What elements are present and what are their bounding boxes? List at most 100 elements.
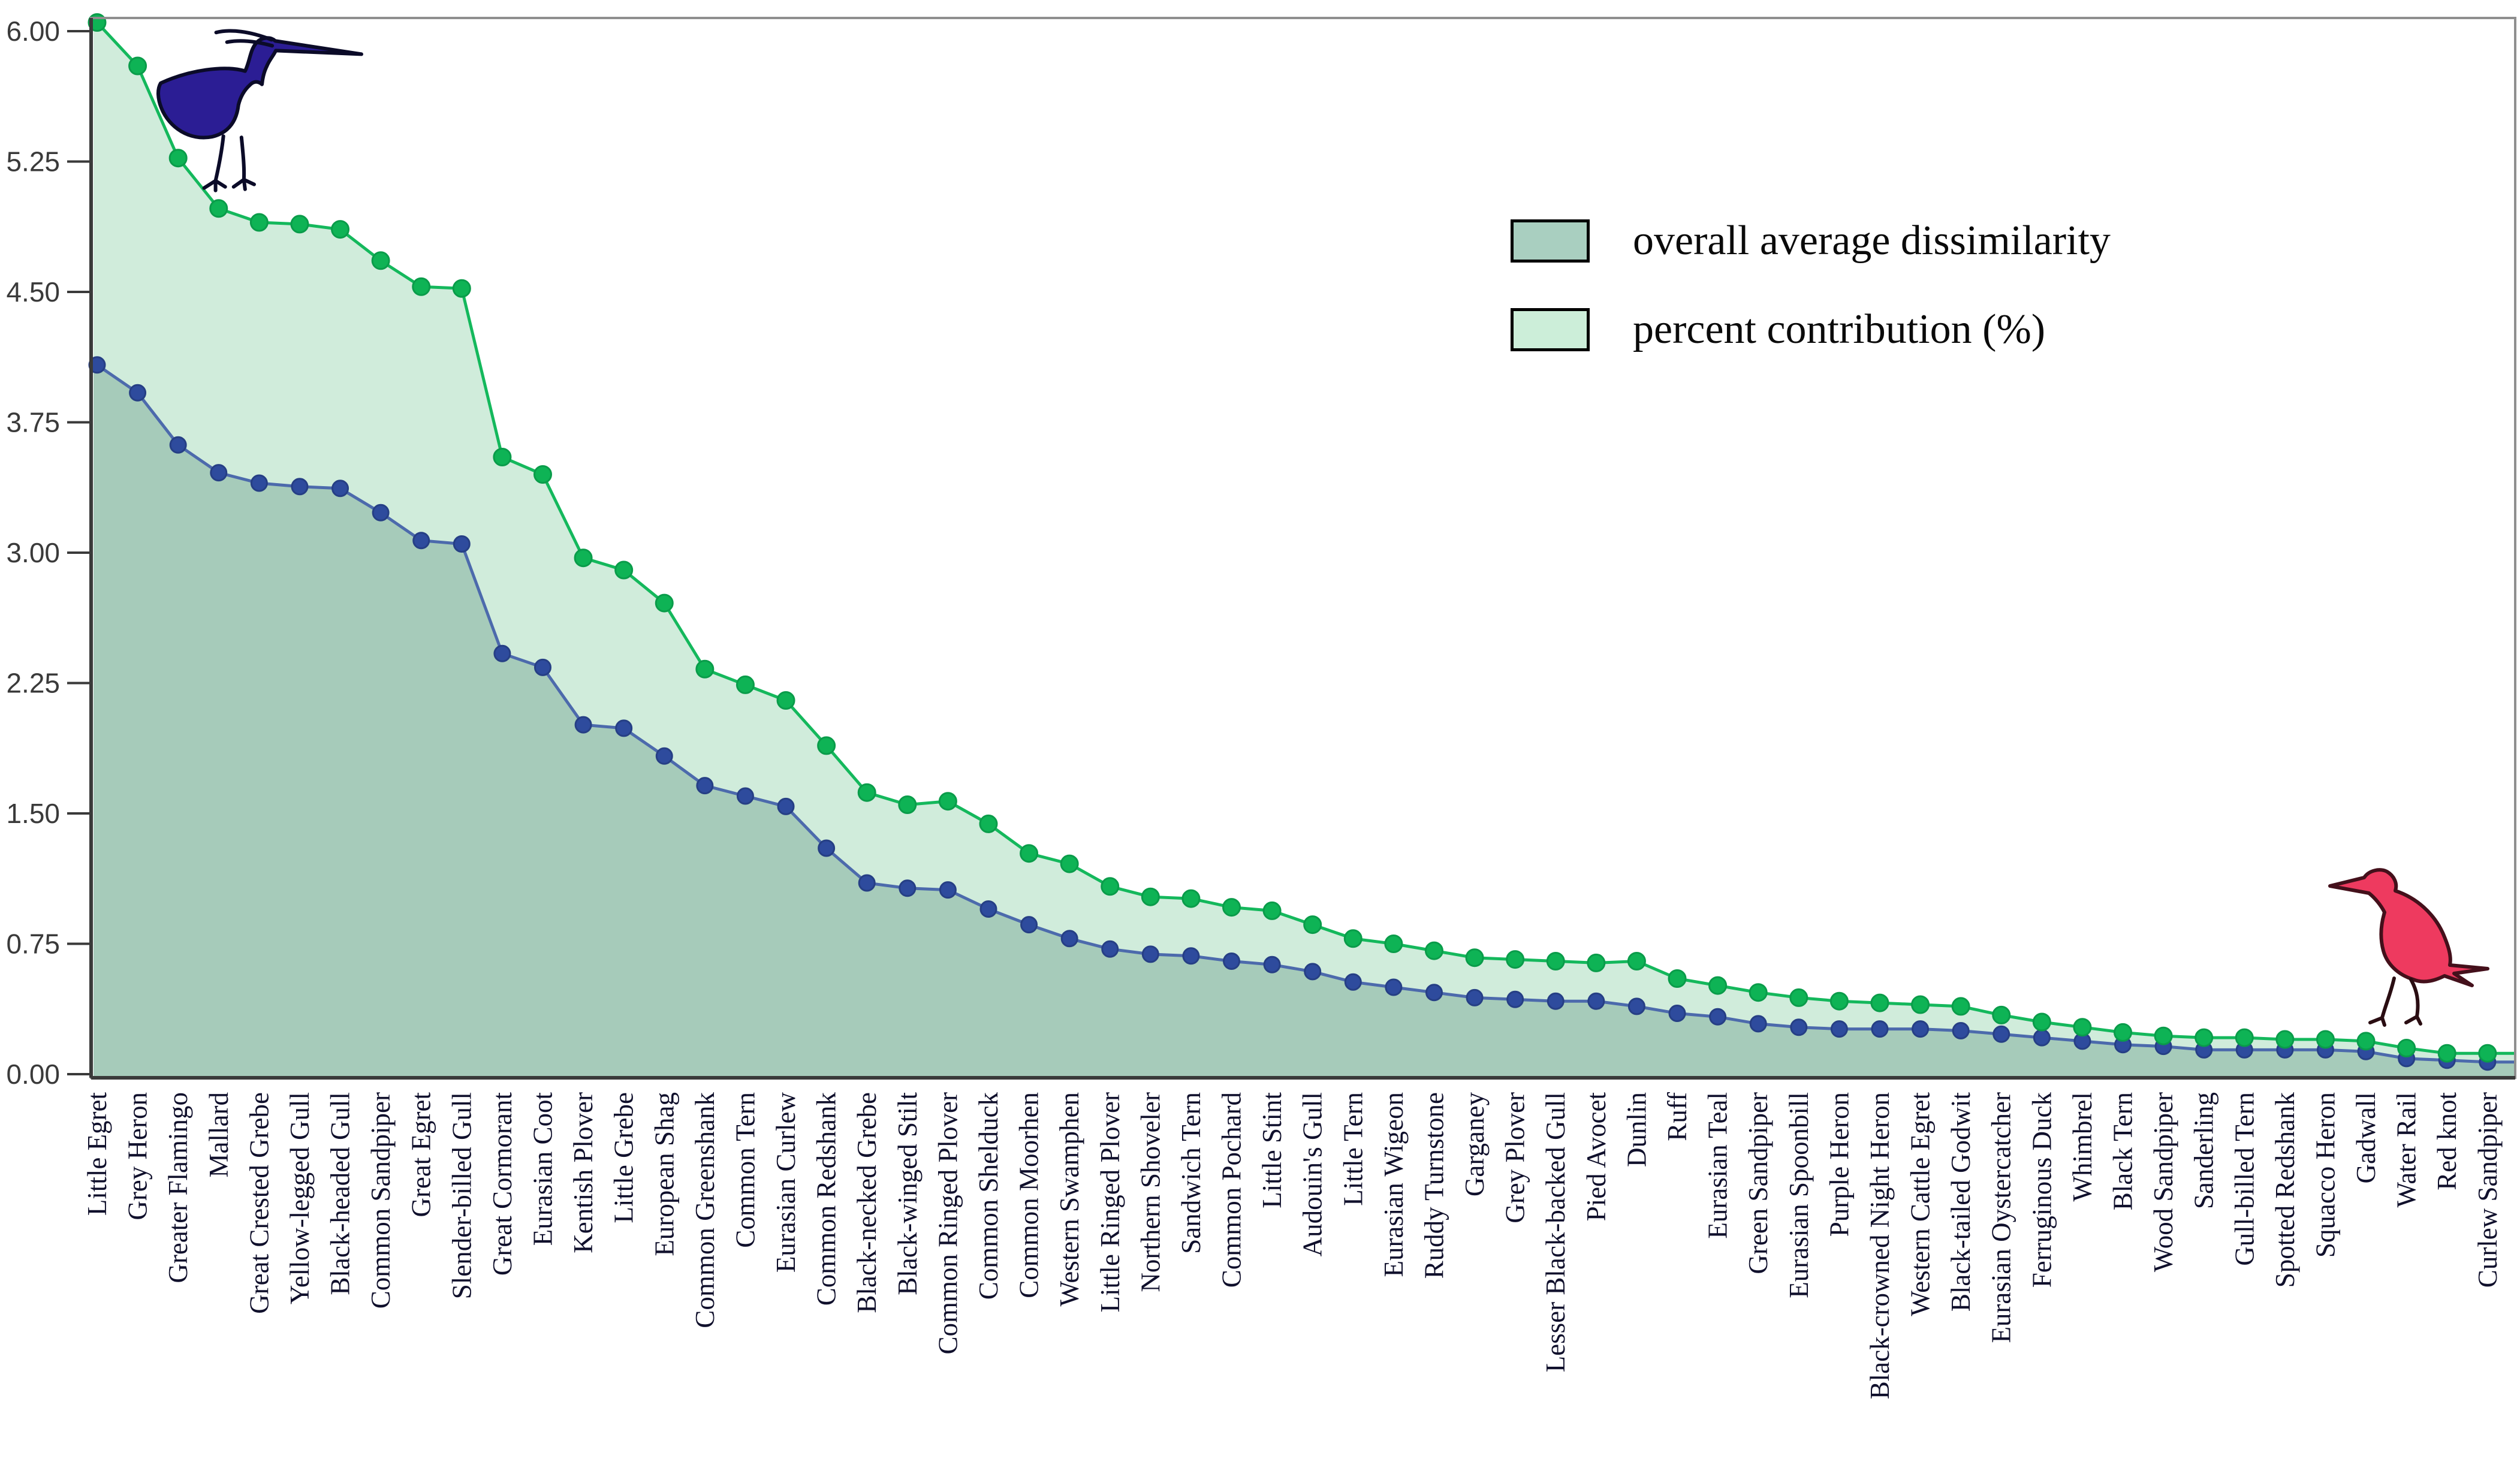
data-point-contribution [1343,929,1363,948]
data-point-dissimilarity [1425,984,1443,1002]
data-point-dissimilarity [979,900,997,918]
x-axis-label: Lesser Black-backed Gull [1541,1092,1571,1372]
data-point-contribution [2235,1028,2254,1047]
x-axis-label: Common Moorhen [1014,1092,1044,1298]
data-point-dissimilarity [1020,916,1038,934]
x-axis-label: Garganey [1460,1092,1490,1197]
x-axis-label: Eurasian Oystercatcher [1987,1092,2016,1343]
data-point-contribution [128,56,147,76]
data-point-dissimilarity [1587,992,1605,1010]
data-point-contribution [1708,976,1728,995]
x-axis-label: Little Grebe [609,1092,639,1223]
data-point-dissimilarity [250,474,268,492]
data-point-contribution [857,783,876,802]
data-point-dissimilarity [1952,1022,1970,1039]
x-axis-label: Sandwich Tern [1176,1092,1206,1254]
x-axis-label: Common Tern [730,1092,760,1248]
data-point-contribution [1424,941,1443,960]
data-point-contribution [574,548,593,568]
data-point-dissimilarity [1304,963,1322,981]
data-point-contribution [412,277,431,296]
data-point-dissimilarity [1060,930,1078,948]
data-point-dissimilarity [615,719,633,737]
data-point-dissimilarity [1709,1008,1727,1026]
data-point-contribution [2114,1023,2132,1042]
x-axis-label: Pied Avocet [1581,1092,1611,1222]
data-point-dissimilarity [858,874,876,892]
data-point-contribution [938,792,957,811]
legend-label-contribution: percent contribution (%) [1633,306,2046,352]
data-point-dissimilarity [210,464,228,482]
data-point-dissimilarity [1141,945,1159,963]
data-point-dissimilarity [574,716,592,734]
data-point-contribution [1587,953,1606,972]
data-point-dissimilarity [696,777,714,795]
data-point-contribution [1627,952,1646,970]
data-point-contribution [1668,969,1687,988]
chart-legend: overall average dissimilarity percent co… [1511,219,2111,351]
x-axis-label: Common Sandpiper [366,1092,396,1309]
data-point-contribution [2275,1030,2295,1049]
data-point-dissimilarity [453,535,471,553]
y-axis-tick-label: 0.00 [6,1059,60,1090]
data-point-dissimilarity [412,532,430,550]
data-point-contribution [1749,983,1768,1002]
data-point-contribution [1384,935,1403,953]
x-axis-label: Little Egret [82,1092,112,1216]
legend-swatch-dissimilarity [1511,219,1590,263]
data-point-contribution [290,215,309,234]
data-point-contribution [695,659,715,679]
y-axis-tick-label: 3.00 [6,537,60,568]
x-axis-label: Curlew Sandpiper [2473,1092,2503,1288]
x-axis-label: Common Ringed Plover [933,1092,963,1355]
x-axis-label: Purple Heron [1824,1092,1854,1237]
wader-silhouette [2328,868,2489,1027]
x-axis-label: Black-headed Gull [325,1092,355,1295]
data-point-contribution [2478,1044,2497,1063]
x-axis-label: Black-winged Stilt [893,1092,923,1295]
x-axis-label: Eurasian Teal [1703,1092,1733,1239]
data-point-dissimilarity [493,644,511,662]
legend-swatch-contribution [1511,308,1590,351]
data-point-dissimilarity [818,839,836,857]
x-axis-label: Ruddy Turnstone [1419,1092,1449,1279]
x-axis-label: Gull-billed Tern [2229,1092,2259,1266]
x-axis-label: Black-crowned Night Heron [1865,1092,1895,1399]
data-point-dissimilarity [1912,1020,1930,1038]
data-point-contribution [1060,854,1079,873]
data-point-contribution [2397,1039,2416,1057]
data-point-contribution [817,736,836,755]
area-overall-dissimilarity [94,364,2514,1077]
data-point-contribution [209,199,228,218]
data-point-contribution [1262,901,1282,920]
data-point-contribution [1506,950,1525,969]
legend-label-dissimilarity: overall average dissimilarity [1633,218,2111,264]
x-axis-label: Grey Plover [1500,1092,1530,1223]
data-point-contribution [249,213,269,232]
data-point-dissimilarity [1344,973,1362,991]
x-axis-label: Little Tern [1338,1092,1368,1206]
wader-icon [2328,868,2489,1027]
x-axis-label: Ferruginous Duck [2027,1092,2057,1288]
data-point-dissimilarity [331,480,349,498]
data-point-contribution [614,560,634,580]
data-point-dissimilarity [1830,1020,1848,1038]
data-point-dissimilarity [2033,1029,2051,1047]
x-axis-label: Little Ringed Plover [1095,1092,1125,1312]
data-point-contribution [1181,889,1201,908]
data-point-dissimilarity [939,881,957,899]
x-axis-label: Yellow-legged Gull [285,1092,315,1304]
x-axis-label: Red knot [2432,1092,2462,1190]
data-point-contribution [1829,991,1849,1011]
x-axis-label: Common Shelduck [973,1092,1003,1300]
data-point-dissimilarity [1263,955,1281,973]
data-point-dissimilarity [1749,1015,1767,1033]
data-point-contribution [1992,1005,2011,1024]
x-axis-label: Western Cattle Egret [1906,1092,1936,1316]
data-point-contribution [2154,1026,2173,1045]
heron-silhouette [156,29,363,192]
data-point-contribution [533,465,552,484]
data-point-contribution [2032,1012,2051,1032]
